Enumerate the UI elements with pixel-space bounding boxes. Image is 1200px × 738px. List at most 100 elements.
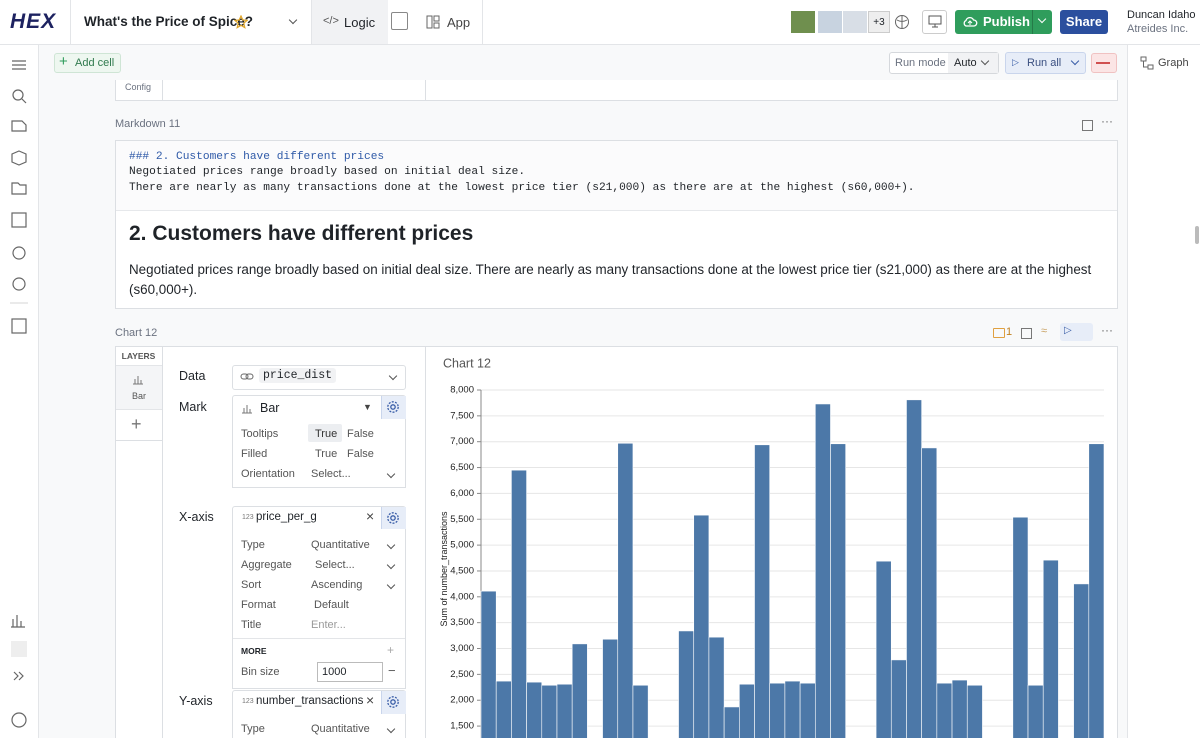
run-mode-value[interactable]: Auto xyxy=(954,57,977,69)
clear-icon[interactable]: × xyxy=(366,692,375,708)
bar xyxy=(769,682,786,738)
layout-icon[interactable] xyxy=(1082,120,1093,131)
more-plus[interactable]: + xyxy=(387,643,395,657)
chart: Chart 12 Sum of number_transactions 1,50… xyxy=(439,356,1105,738)
toggle[interactable] xyxy=(11,641,27,657)
option-value[interactable]: Quantitative xyxy=(311,723,370,735)
help-icon[interactable] xyxy=(11,712,27,728)
star-icon[interactable] xyxy=(234,15,248,29)
add-layer[interactable]: + xyxy=(131,414,142,434)
y-tick-label: 2,000 xyxy=(450,695,474,706)
chart-title: Chart 12 xyxy=(443,356,491,370)
run-mode-select[interactable] xyxy=(948,53,998,73)
option-value[interactable]: Select... xyxy=(315,559,355,571)
option-false[interactable]: False xyxy=(347,428,374,440)
files-icon[interactable] xyxy=(11,182,27,195)
y-tick-label: 6,000 xyxy=(450,488,474,499)
cube-icon[interactable] xyxy=(11,150,27,166)
bar xyxy=(890,659,907,738)
image-icon[interactable] xyxy=(11,318,27,334)
run-all-label[interactable]: Run all xyxy=(1027,57,1062,69)
run-cell-button[interactable] xyxy=(1060,323,1093,341)
gear-icon xyxy=(387,401,399,413)
y-tick-label: 7,000 xyxy=(450,436,474,447)
option-value[interactable]: Ascending xyxy=(311,579,363,591)
present-button[interactable] xyxy=(922,10,947,34)
publish-split xyxy=(1032,10,1033,34)
outline-icon[interactable] xyxy=(12,60,26,70)
notebook-title[interactable]: What's the Price of Spice? xyxy=(84,14,253,29)
gear-icon xyxy=(387,512,399,524)
tab-app[interactable]: App xyxy=(447,15,471,30)
option-true[interactable]: True xyxy=(315,428,338,440)
interrupt-icon xyxy=(1096,62,1110,64)
bar xyxy=(1073,583,1090,738)
option-label: Tooltips xyxy=(241,428,279,440)
option-value[interactable]: Default xyxy=(314,599,349,611)
option-true[interactable]: True xyxy=(315,448,338,460)
add-cell-label[interactable]: Add cell xyxy=(75,57,115,69)
bar xyxy=(708,636,725,738)
more-icon[interactable]: ··· xyxy=(1101,323,1113,337)
run-all-button[interactable] xyxy=(1005,52,1086,74)
bar xyxy=(875,560,892,738)
settings-button[interactable] xyxy=(381,507,406,529)
bar xyxy=(678,630,695,738)
bar xyxy=(526,681,543,738)
add-cell-button[interactable] xyxy=(54,53,121,73)
share-button[interactable]: Share xyxy=(1060,10,1108,34)
graph-label[interactable]: Graph xyxy=(1158,57,1189,69)
history-icon[interactable] xyxy=(12,277,26,291)
bar xyxy=(814,403,831,738)
edit-icon[interactable] xyxy=(11,120,27,132)
option-value[interactable]: Quantitative xyxy=(311,539,370,551)
tab-active-bg xyxy=(311,0,388,44)
bin-size-input[interactable]: 1000 xyxy=(317,662,383,682)
tab-logic[interactable]: Logic xyxy=(344,15,376,30)
bar xyxy=(951,679,968,738)
option-false[interactable]: False xyxy=(347,448,374,460)
option-value[interactable]: Select... xyxy=(311,468,351,480)
bar xyxy=(966,684,983,738)
more-icon[interactable]: ··· xyxy=(1101,114,1113,128)
more-collaborators[interactable]: +3 xyxy=(868,11,890,33)
app-icon xyxy=(426,15,440,29)
publish-label[interactable]: Publish xyxy=(983,14,1030,29)
bar xyxy=(617,442,634,738)
layer-name[interactable]: Bar xyxy=(131,391,146,401)
split-view-icon[interactable] xyxy=(391,12,408,30)
mark-select[interactable] xyxy=(232,395,406,420)
y-field-name[interactable]: number_transactions xyxy=(256,695,364,707)
clear-icon[interactable]: × xyxy=(366,508,375,524)
remove-icon[interactable]: − xyxy=(388,663,396,678)
config-tab[interactable]: Config xyxy=(125,82,152,92)
data-value[interactable]: price_dist xyxy=(259,368,337,383)
bar xyxy=(495,680,512,738)
ai-icon[interactable]: ≈ xyxy=(1041,325,1048,337)
settings-button[interactable] xyxy=(381,691,406,714)
schedule-icon[interactable] xyxy=(12,246,26,260)
more-section[interactable]: MORE xyxy=(241,646,267,656)
field-label: X-axis xyxy=(179,510,214,524)
variables-icon[interactable] xyxy=(11,212,27,228)
search-icon[interactable] xyxy=(12,89,24,101)
comment-count[interactable]: 1 xyxy=(1006,326,1013,338)
logo[interactable]: HEX xyxy=(10,10,57,33)
layer-item[interactable] xyxy=(116,365,162,410)
source-line: ### 2. Customers have different prices xyxy=(129,151,385,163)
bar xyxy=(1042,559,1059,738)
option-value[interactable]: Enter... xyxy=(311,619,346,631)
x-field-name[interactable]: price_per_g xyxy=(256,511,317,523)
stats-icon[interactable] xyxy=(11,615,25,628)
settings-button[interactable] xyxy=(381,396,406,419)
mark-value[interactable]: Bar xyxy=(260,401,280,415)
option-label: Sort xyxy=(241,579,262,591)
comment-icon[interactable] xyxy=(993,328,1005,338)
sidebar-icons xyxy=(10,60,28,728)
layout-icon[interactable] xyxy=(1021,328,1032,339)
globe-icon[interactable] xyxy=(894,14,910,30)
expand-icon[interactable] xyxy=(13,671,24,681)
scrollbar-thumb[interactable] xyxy=(1195,226,1199,244)
option-label: Format xyxy=(241,599,276,611)
cell-label: Chart 12 xyxy=(115,327,158,339)
